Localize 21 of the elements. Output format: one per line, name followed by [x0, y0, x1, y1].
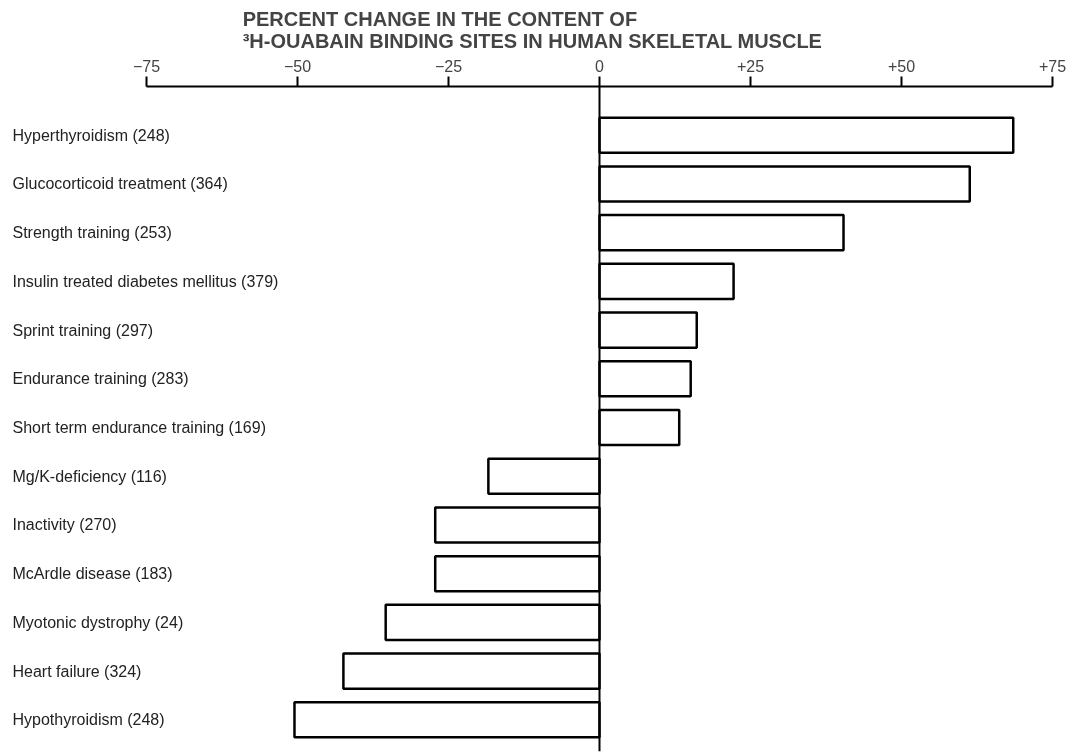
- y-tick-label: Myotonic dystrophy (24): [12, 613, 184, 631]
- y-tick-label: Hyperthyroidism (248): [12, 126, 170, 144]
- x-tick-label: −50: [283, 57, 312, 75]
- y-tick-label: Short term endurance training (169): [12, 419, 266, 437]
- x-tick-label: +75: [1038, 57, 1067, 75]
- y-tick-label: Glucocorticoid treatment (364): [12, 175, 228, 193]
- y-tick-label: McArdle disease (183): [12, 565, 173, 583]
- x-tick-label: +25: [736, 57, 765, 75]
- y-tick-label: Heart failure (324): [12, 662, 142, 680]
- x-tick-label: 0: [595, 57, 605, 75]
- y-tick-label: Insulin treated diabetes mellitus (379): [12, 272, 279, 290]
- y-tick-label: Hypothyroidism (248): [12, 711, 165, 729]
- y-tick-label: Strength training (253): [12, 224, 172, 242]
- y-tick-label: Mg/K-deficiency (116): [12, 467, 167, 485]
- chart-title: PERCENT CHANGE IN THE CONTENT OF ³H-OUABAIN BINDING SITES IN HUMAN SKELETAL MUSCLE: [242, 7, 822, 52]
- x-tick-label: −25: [434, 57, 463, 75]
- y-tick-label: Inactivity (270): [12, 516, 117, 534]
- y-tick-label: Endurance training (283): [12, 370, 189, 388]
- x-tick-label: −75: [132, 57, 161, 75]
- x-tick-label: +50: [887, 57, 916, 75]
- y-tick-label: Sprint training (297): [12, 321, 154, 339]
